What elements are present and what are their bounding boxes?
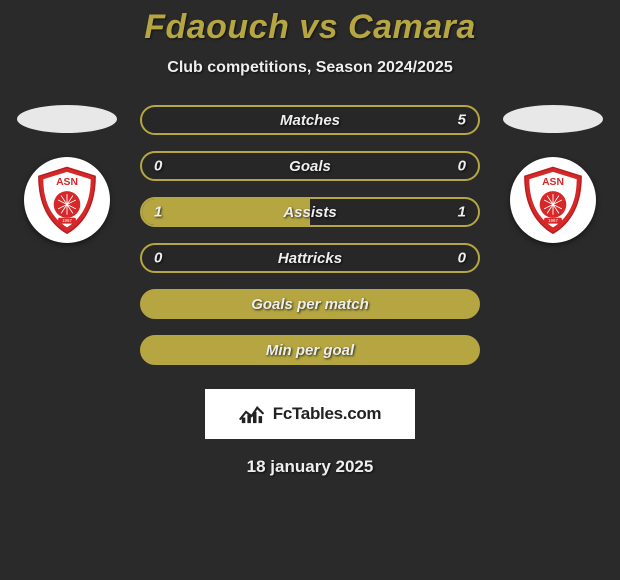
badge-abbr: ASN [56, 177, 78, 188]
brand-box[interactable]: FcTables.com [205, 389, 415, 439]
player-right-column: ASN 1967 [498, 105, 608, 243]
date-label: 18 january 2025 [0, 457, 620, 477]
stat-left-value: 0 [154, 250, 162, 267]
stat-right-value: 0 [458, 158, 466, 175]
shield-icon: ASN 1967 [516, 163, 590, 237]
stat-row-goals: 0 Goals 0 [140, 151, 480, 181]
stat-left-value: 1 [154, 204, 162, 221]
stat-right-value: 0 [458, 250, 466, 267]
stat-right-value: 5 [458, 112, 466, 129]
svg-text:1967: 1967 [62, 218, 72, 223]
club-badge-right: ASN 1967 [510, 157, 596, 243]
shield-icon: ASN 1967 [30, 163, 104, 237]
stat-label: Goals [289, 158, 331, 175]
svg-text:1967: 1967 [548, 218, 558, 223]
stat-row-hattricks: 0 Hattricks 0 [140, 243, 480, 273]
stat-label: Hattricks [278, 250, 342, 267]
brand-text: FcTables.com [273, 404, 382, 424]
stat-label: Matches [280, 112, 340, 129]
player-left-column: ASN 1967 [12, 105, 122, 243]
main-row: ASN 1967 Matches [0, 105, 620, 365]
club-badge-left: ASN 1967 [24, 157, 110, 243]
stat-label: Min per goal [266, 342, 354, 359]
subtitle: Club competitions, Season 2024/2025 [0, 59, 620, 77]
stat-row-min-per-goal: Min per goal [140, 335, 480, 365]
player-left-photo [17, 105, 117, 133]
page-title: Fdaouch vs Camara [0, 8, 620, 47]
stat-label: Assists [283, 204, 336, 221]
stats-column: Matches 5 0 Goals 0 1 Assists 1 0 Hattri… [140, 105, 480, 365]
player-right-photo [503, 105, 603, 133]
stat-row-matches: Matches 5 [140, 105, 480, 135]
chart-icon [239, 403, 267, 425]
stat-left-value: 0 [154, 158, 162, 175]
stat-label: Goals per match [251, 296, 369, 313]
comparison-card: Fdaouch vs Camara Club competitions, Sea… [0, 0, 620, 477]
stat-row-goals-per-match: Goals per match [140, 289, 480, 319]
stat-right-value: 1 [458, 204, 466, 221]
svg-text:ASN: ASN [542, 177, 564, 188]
stat-row-assists: 1 Assists 1 [140, 197, 480, 227]
